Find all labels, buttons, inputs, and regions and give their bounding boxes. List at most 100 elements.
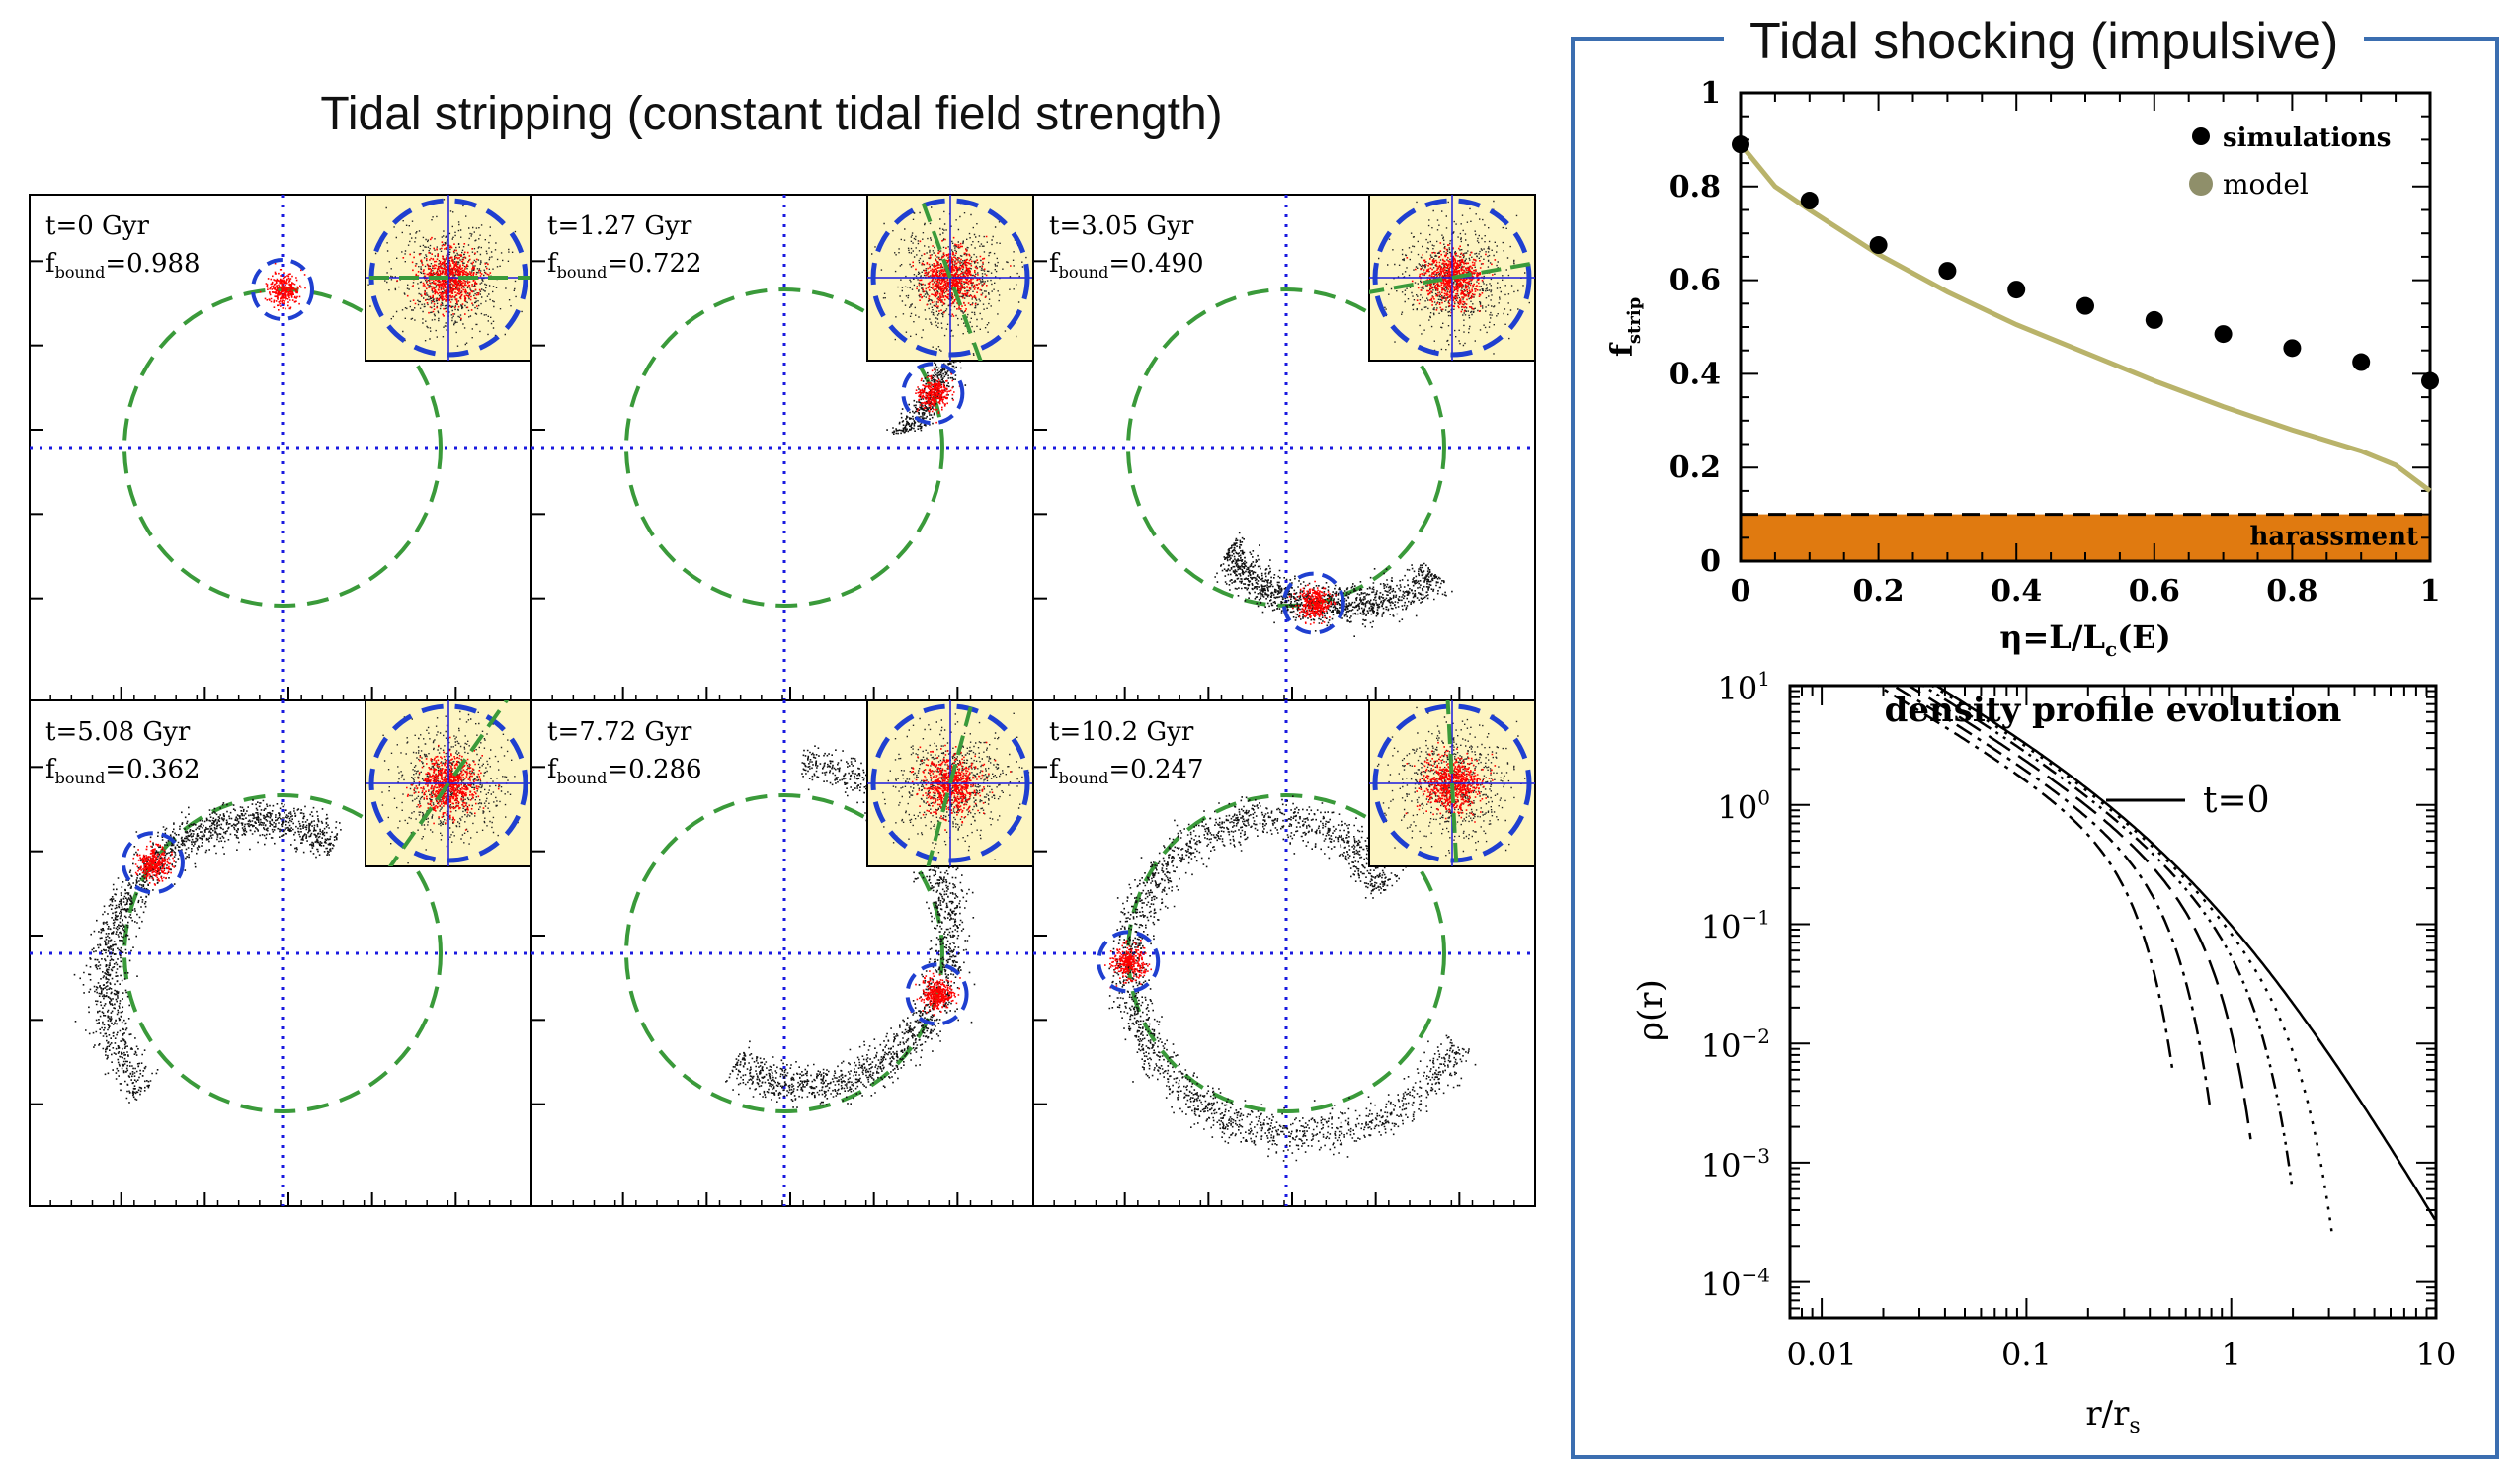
y-tick-label: 10−2	[1701, 1024, 1770, 1065]
x-label-main: η=L/L	[1999, 618, 2105, 656]
fbound-subscript: bound	[55, 769, 106, 787]
inset-overlays	[870, 195, 1030, 361]
fbound-subscript: bound	[557, 769, 608, 787]
x-label-tail: (E)	[2117, 618, 2171, 656]
y-tick-label: 100	[1718, 786, 1770, 827]
legend-t0-label: t=0	[2203, 780, 2270, 821]
inset-tidal-circle	[1372, 198, 1532, 358]
x-label-main: r/r	[2085, 1394, 2130, 1433]
stripping-panel: t=1.27 Gyr fbound=0.722	[530, 194, 1034, 701]
y-tick-base: 10	[1701, 1027, 1742, 1065]
stripping-panel: t=5.08 Gyr fbound=0.362	[29, 699, 532, 1207]
time-label: t=5.08 Gyr	[45, 717, 191, 747]
y-tick-base: 10	[1701, 1267, 1742, 1304]
fbound-symbol: f	[547, 755, 559, 784]
x-tick-label: 0.1	[2001, 1336, 2052, 1373]
fbound-label: fbound=0.490	[1049, 249, 1204, 282]
x-tick-label: 1	[2420, 574, 2441, 609]
y-tick-label: 0.8	[1669, 170, 1721, 205]
fbound-value: =0.490	[1108, 249, 1203, 279]
x-axis-label: η=L/Lc(E)	[1999, 618, 2171, 661]
inset-bound-particles	[911, 741, 1012, 831]
time-label: t=0 Gyr	[45, 211, 149, 241]
fbound-symbol: f	[45, 755, 57, 784]
density-curve	[1790, 684, 2212, 1106]
shocking-title: Tidal shocking (impulsive)	[1724, 12, 2365, 71]
fbound-value: =0.988	[105, 249, 200, 279]
x-tick-label: 0	[1731, 574, 1751, 609]
inset-orbit-line	[918, 195, 983, 361]
inset-bound-particles	[912, 235, 1012, 317]
density-title: density profile evolution	[1885, 691, 2342, 730]
x-tick-label: 0.01	[1786, 1336, 1856, 1373]
simulation-point	[2007, 281, 2026, 299]
y-tick-label: 0.4	[1669, 357, 1721, 391]
fbound-subscript: bound	[55, 263, 106, 282]
inset-stream-particles	[1374, 200, 1530, 355]
stream-particles	[1214, 532, 1453, 637]
density-curve	[1790, 684, 2294, 1185]
simulation-point	[2352, 353, 2371, 371]
orbit-circle	[1126, 793, 1446, 1113]
y-tick-label: 10−3	[1701, 1144, 1770, 1185]
y-tick-exp: −2	[1742, 1024, 1770, 1048]
fstrip-chart: harassment 0 0.2 0.4 0.6 0.8 1 0 0.2 0.4 0.6 0.8 1 η=…	[1605, 76, 2441, 661]
bound-particles	[910, 970, 961, 1016]
fbound-value: =0.362	[105, 755, 200, 784]
harassment-label: harassment	[2249, 522, 2418, 551]
fbound-subscript: bound	[557, 263, 608, 282]
y-tick-label: 0.6	[1669, 264, 1721, 298]
x-tick-label: 0.2	[1852, 574, 1904, 609]
orbit-circle	[624, 287, 944, 608]
bound-particles	[1104, 940, 1152, 989]
stream-particles	[73, 798, 342, 1104]
satellite-circle	[121, 831, 185, 895]
simulation-point	[1938, 262, 1957, 281]
legend-simulations-marker	[2192, 127, 2210, 145]
simulation-point	[1869, 236, 1888, 255]
satellite-circle	[901, 362, 965, 426]
legend-model-marker	[2189, 172, 2213, 196]
fbound-label: fbound=0.362	[45, 755, 201, 787]
y-label-main: f	[1605, 342, 1640, 357]
inset-tidal-circle	[870, 703, 1030, 863]
fbound-value: =0.247	[1108, 755, 1203, 784]
satellite-circle	[251, 258, 314, 321]
inset-overlays	[368, 700, 528, 866]
bound-particles	[132, 840, 176, 886]
y-tick-label: 0	[1700, 544, 1721, 579]
x-tick-label: 0.6	[2129, 574, 2180, 609]
simulation-point	[1800, 192, 1819, 210]
y-tick-label: 101	[1718, 667, 1770, 707]
simulation-point	[2421, 371, 2439, 390]
y-tick-label: 10−1	[1701, 905, 1770, 945]
density-chart: 0.01 0.1 1 1010110010−110−210−310−4r/rsρ(r)…	[1631, 667, 2456, 1438]
y-tick-label: 0.2	[1669, 450, 1721, 485]
time-label: t=10.2 Gyr	[1049, 717, 1194, 747]
density-frame	[1788, 684, 2438, 1320]
fbound-label: fbound=0.988	[45, 249, 201, 282]
satellite-circle	[1281, 571, 1345, 635]
fbound-symbol: f	[45, 249, 57, 279]
x-label-sub: c	[2105, 637, 2117, 661]
stripping-panel: t=3.05 Gyr fbound=0.490	[1032, 194, 1536, 701]
density-curve	[1790, 684, 2252, 1140]
simulation-point	[2145, 310, 2163, 329]
simulation-point	[2076, 296, 2094, 315]
satellite-circle	[905, 962, 969, 1026]
y-label-sub: strip	[1624, 297, 1645, 344]
x-tick-label: 0.8	[2266, 574, 2317, 609]
inset-orbit-line	[1369, 261, 1535, 294]
simulation-point	[2283, 339, 2302, 358]
y-tick-exp: 1	[1757, 667, 1770, 691]
legend-model-label: model	[2223, 168, 2309, 201]
density-curve	[1790, 684, 2174, 1073]
y-axis-label: fstrip	[1605, 297, 1645, 357]
fbound-value: =0.286	[607, 755, 701, 784]
y-tick-label: 1	[1700, 76, 1721, 111]
fbound-symbol: f	[1049, 755, 1061, 784]
inset-overlays	[870, 700, 1030, 866]
stripping-panel: t=10.2 Gyr fbound=0.247	[1032, 699, 1536, 1207]
y-tick-exp: 0	[1757, 786, 1770, 810]
inset-orbit-line	[387, 700, 510, 866]
